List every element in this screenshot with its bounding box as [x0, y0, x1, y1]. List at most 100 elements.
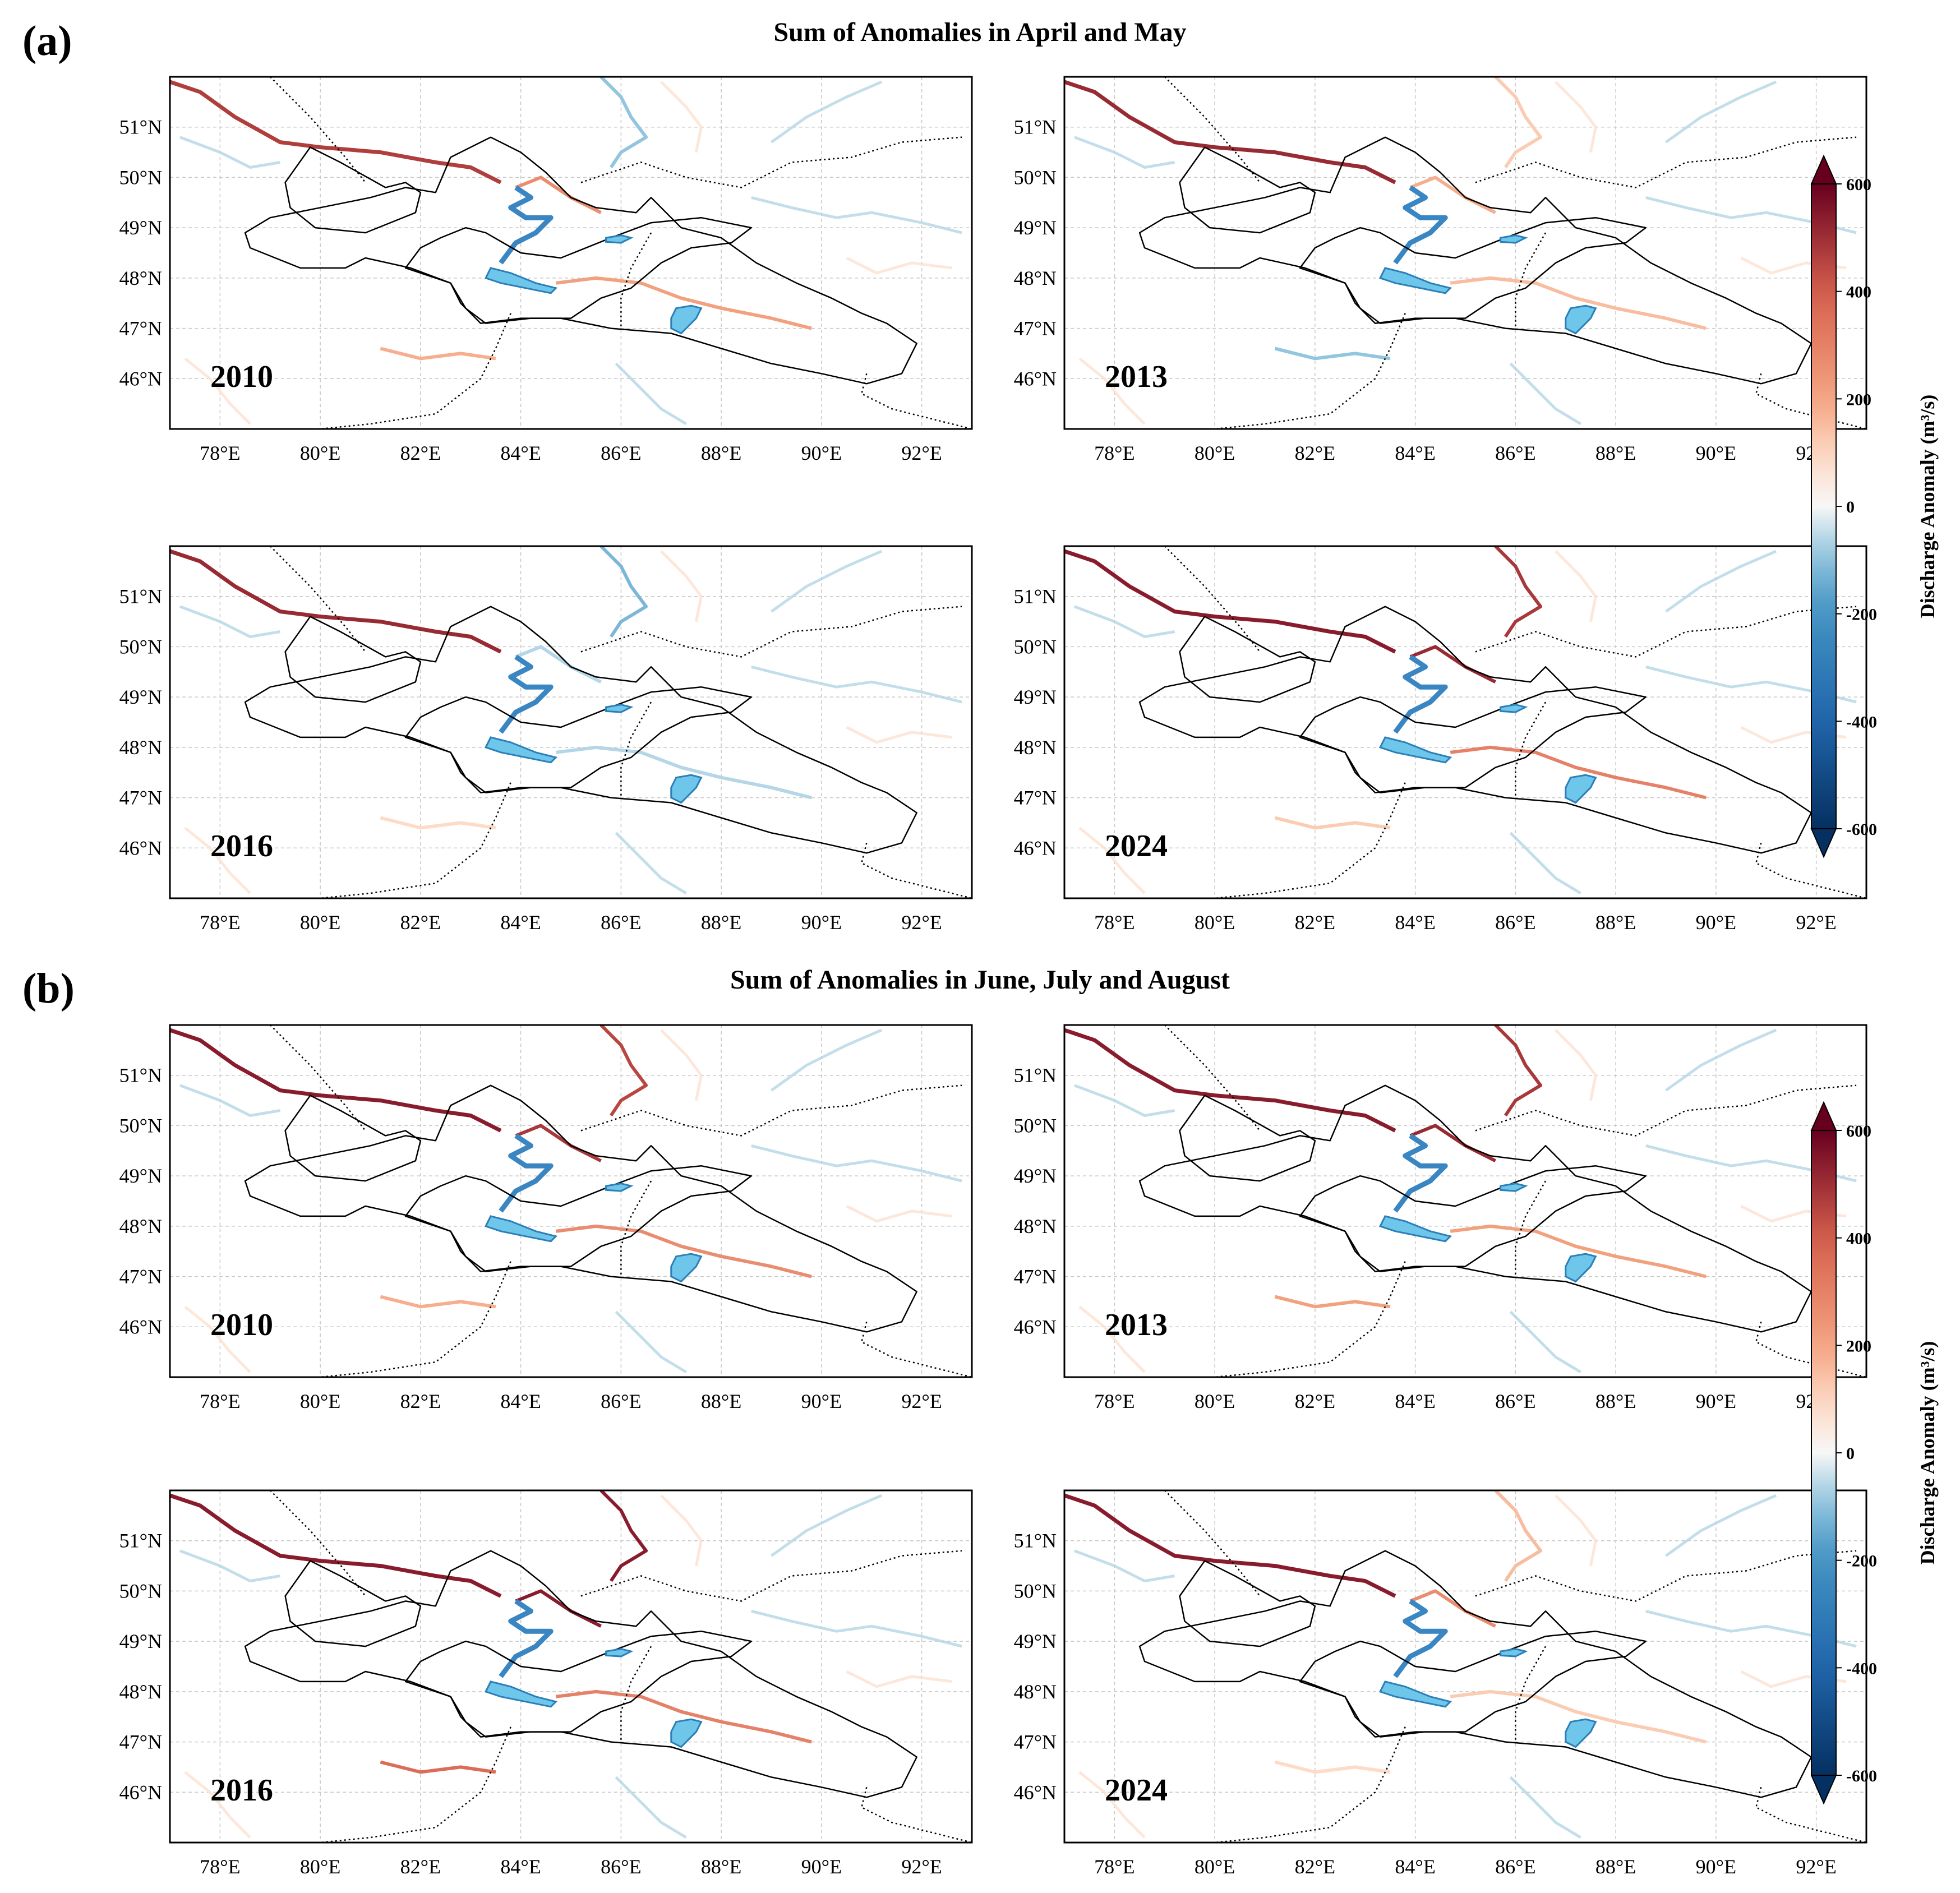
river-upper [1064, 549, 1396, 654]
river-faint [1555, 1494, 1597, 1567]
river-faint [1509, 1776, 1581, 1839]
map-frame [169, 1489, 973, 1844]
colorbar-tick-label: -600 [1846, 1767, 1877, 1785]
colorbar-arrow-bottom [1810, 1775, 1837, 1805]
colorbar-tick-label: 400 [1846, 283, 1871, 302]
border-dotted [269, 1490, 366, 1597]
lake [1500, 234, 1528, 244]
river-faint [771, 1494, 883, 1557]
lat-tick-label: 47°N [119, 1266, 162, 1288]
colorbar-tick-label: 200 [1846, 1337, 1871, 1355]
river-lower [1450, 276, 1707, 330]
border-dotted [320, 782, 511, 898]
lon-tick-label: 92°E [901, 911, 942, 934]
lat-tick-label: 51°N [119, 585, 162, 608]
map-svg: 46°N 47°N 48°N 49°N 50°N 51°N 78°E 80°E 82°E 84°E… [1014, 545, 1867, 934]
lat-tick-label: 50°N [119, 166, 162, 188]
basin-outline [1299, 1165, 1647, 1272]
lat-tick-label: 50°N [119, 635, 162, 658]
border-dotted [269, 1025, 366, 1132]
lake [1378, 1680, 1452, 1708]
map-panel-a-2: 46°N 47°N 48°N 49°N 50°N 51°N 78°E 80°E 82°E 84°E… [986, 76, 1867, 479]
colorbar-arrow-top [1810, 154, 1837, 184]
colorbar-gradient [1811, 183, 1837, 829]
year-label: 2024 [1105, 829, 1168, 864]
river-south [1274, 347, 1391, 361]
basin-outline [1179, 146, 1316, 234]
river-north [599, 546, 648, 638]
river-faint [615, 1310, 687, 1374]
lon-tick-label: 84°E [1395, 442, 1435, 464]
colorbar-tick-label: 400 [1846, 1230, 1871, 1248]
river-faint [751, 1144, 962, 1183]
river-faint [1078, 357, 1146, 425]
lon-tick-label: 92°E [1796, 1855, 1836, 1878]
lon-tick-label: 80°E [1195, 1390, 1235, 1412]
lat-tick-label: 51°N [1014, 1064, 1057, 1087]
year-label: 2016 [210, 829, 273, 864]
lon-tick-label: 84°E [500, 1390, 541, 1412]
lat-tick-label: 48°N [119, 1215, 162, 1238]
year-label: 2010 [210, 359, 273, 394]
map-panel-b-3: 46°N 47°N 48°N 49°N 50°N 51°N 78°E 80°E 82°E 84°E… [91, 1489, 973, 1893]
map-frame [1063, 1489, 1867, 1844]
river-upper [1064, 80, 1396, 184]
lake [670, 304, 703, 335]
river-lower [555, 1689, 812, 1744]
lon-tick-label: 88°E [701, 442, 741, 464]
lon-tick-label: 82°E [1295, 911, 1335, 934]
lake [484, 267, 558, 294]
map-svg: 46°N 47°N 48°N 49°N 50°N 51°N 78°E 80°E 82°E 84°E… [1014, 76, 1867, 464]
river-main [515, 645, 602, 684]
lake [605, 704, 634, 713]
year-label: 2016 [210, 1773, 273, 1808]
colorbar-b: 600 400 200 0 -200 -400 -600 Discharge Anomaly … [1800, 1091, 1957, 1814]
lon-tick-label: 82°E [1295, 1855, 1335, 1878]
colorbar-label: Discharge Anomaly (m³/s) [1916, 1341, 1939, 1565]
lat-tick-label: 46°N [119, 367, 162, 390]
border-dotted [320, 1726, 511, 1843]
map-frame [1063, 545, 1867, 899]
lat-tick-label: 46°N [119, 1315, 162, 1338]
lon-tick-label: 90°E [801, 1390, 842, 1412]
river-main [515, 1124, 602, 1162]
year-label: 2013 [1105, 1308, 1168, 1342]
border-dotted [860, 373, 972, 429]
lat-tick-label: 50°N [1014, 1114, 1057, 1137]
river-upper [170, 80, 502, 184]
colorbar-svg: 600 400 200 0 -200 -400 -600 Discharge Anomaly … [1810, 1101, 1939, 1805]
map-panel-b-4: 46°N 47°N 48°N 49°N 50°N 51°N 78°E 80°E 82°E 84°E… [986, 1489, 1867, 1893]
lake [1378, 1215, 1452, 1243]
lat-tick-label: 46°N [1014, 1315, 1057, 1338]
river-lower [555, 745, 812, 800]
map-content [1064, 1490, 1866, 1843]
river-main [1409, 1124, 1496, 1162]
lat-tick-label: 46°N [1014, 1781, 1057, 1803]
lon-tick-label: 90°E [801, 442, 842, 464]
map-frame [169, 1024, 973, 1378]
river-faint [615, 832, 687, 895]
lon-tick-label: 90°E [1696, 1390, 1736, 1412]
river-faint [771, 1028, 883, 1092]
map-frame [1063, 76, 1867, 430]
river-faint [751, 1609, 962, 1648]
lake [670, 1718, 703, 1748]
lat-tick-label: 50°N [119, 1114, 162, 1137]
border-dotted [1755, 1786, 1866, 1843]
basin-outline [1299, 1630, 1647, 1738]
lon-tick-label: 88°E [1595, 442, 1636, 464]
section-b-label: (b) [22, 965, 75, 1012]
river-faint [846, 1204, 952, 1223]
lon-tick-label: 92°E [901, 1855, 942, 1878]
lat-tick-label: 48°N [119, 267, 162, 289]
colorbar-tick-label: -600 [1846, 820, 1877, 839]
lon-tick-label: 78°E [1094, 911, 1135, 934]
lon-tick-label: 88°E [701, 911, 741, 934]
lat-tick-label: 51°N [1014, 116, 1057, 138]
border-dotted [1214, 782, 1406, 898]
lake [1378, 736, 1452, 764]
lat-tick-label: 51°N [1014, 585, 1057, 608]
lon-tick-label: 86°E [1495, 442, 1535, 464]
basin-outline [284, 146, 422, 234]
lat-tick-label: 51°N [119, 1064, 162, 1087]
